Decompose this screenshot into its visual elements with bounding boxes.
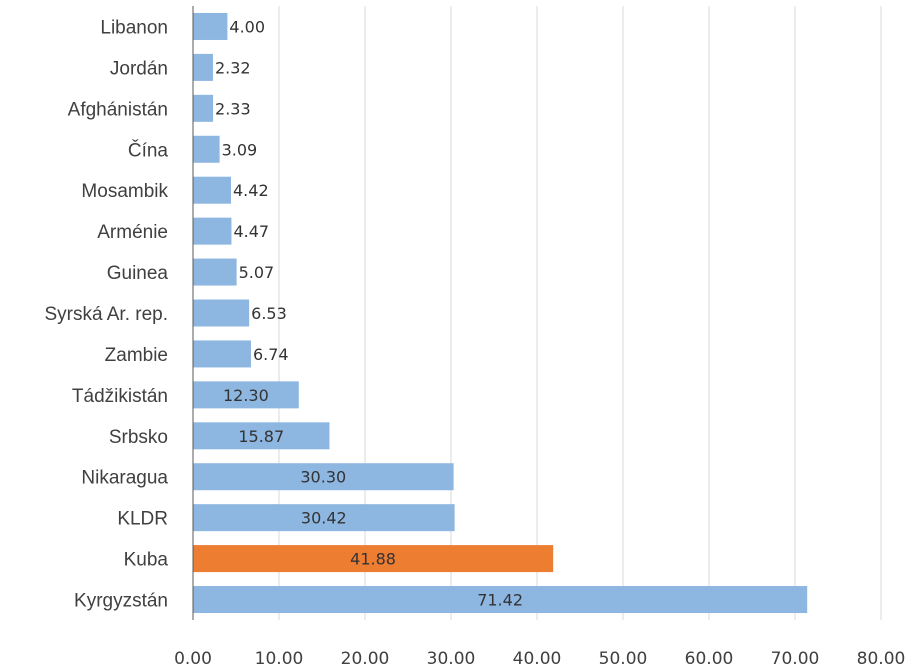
data-label: 6.53 [251, 304, 287, 323]
category-label: Syrská Ar. rep. [44, 304, 168, 325]
bar [193, 422, 330, 450]
category-label: Srbsko [109, 427, 168, 448]
category-label: Kuba [124, 550, 169, 571]
category-label: Guinea [107, 263, 169, 284]
category-label: Zambie [105, 345, 168, 366]
bar [193, 176, 232, 204]
category-label: KLDR [117, 509, 168, 530]
data-label: 15.87 [238, 427, 284, 446]
data-label: 30.42 [301, 509, 347, 528]
category-label: Afghánistán [68, 99, 168, 120]
category-label: Čína [128, 139, 169, 161]
data-label: 2.33 [215, 99, 251, 118]
bar [193, 340, 251, 368]
category-label: Tádžikistán [72, 386, 168, 407]
data-label: 4.47 [233, 222, 269, 241]
category-label: Jordán [110, 58, 168, 79]
bars [193, 12, 808, 614]
data-label: 4.00 [229, 17, 265, 36]
x-tick-label: 50.00 [599, 649, 648, 669]
bar [193, 463, 454, 491]
x-tick-label: 20.00 [341, 649, 390, 669]
data-label: 12.30 [223, 386, 269, 405]
data-label: 2.32 [215, 58, 251, 77]
category-labels: Libanon Jordán Afghánistán Čína Mosambik Armé… [44, 17, 168, 611]
data-label: 6.74 [253, 345, 289, 364]
data-label: 3.09 [222, 140, 258, 159]
bar [193, 217, 232, 245]
x-tick-label: 70.00 [771, 649, 820, 669]
bar [193, 258, 237, 286]
data-label: 30.30 [300, 468, 346, 487]
data-label: 71.42 [477, 591, 523, 610]
x-tick-label: 10.00 [255, 649, 304, 669]
x-tick-label: 80.00 [857, 649, 906, 669]
bar [193, 53, 213, 81]
x-tick-label: 40.00 [513, 649, 562, 669]
data-labels: 4.00 2.32 2.33 3.09 4.42 4.47 5.07 6.53 6.74 12.3… [215, 17, 523, 609]
x-tick-labels: 0.00 10.00 20.00 30.00 40.00 50.00 60.00 70.00 8… [174, 649, 905, 669]
category-label: Arménie [97, 222, 168, 243]
data-label: 41.88 [350, 550, 396, 569]
data-label: 5.07 [239, 263, 275, 282]
bar [193, 381, 299, 409]
bar [193, 504, 455, 532]
bar [193, 299, 250, 327]
bar [193, 12, 228, 40]
gridlines [278, 6, 882, 620]
x-tick-label: 60.00 [685, 649, 734, 669]
x-tick-label: 0.00 [174, 649, 212, 669]
category-label: Nikaragua [81, 468, 168, 489]
x-tick-label: 30.00 [427, 649, 476, 669]
category-label: Mosambik [81, 181, 168, 202]
bar [193, 135, 220, 163]
category-label: Libanon [100, 17, 168, 38]
category-label: Kyrgyzstán [74, 591, 168, 612]
data-label: 4.42 [233, 181, 269, 200]
bar [193, 545, 554, 573]
bar [193, 94, 214, 122]
bar [193, 586, 808, 614]
